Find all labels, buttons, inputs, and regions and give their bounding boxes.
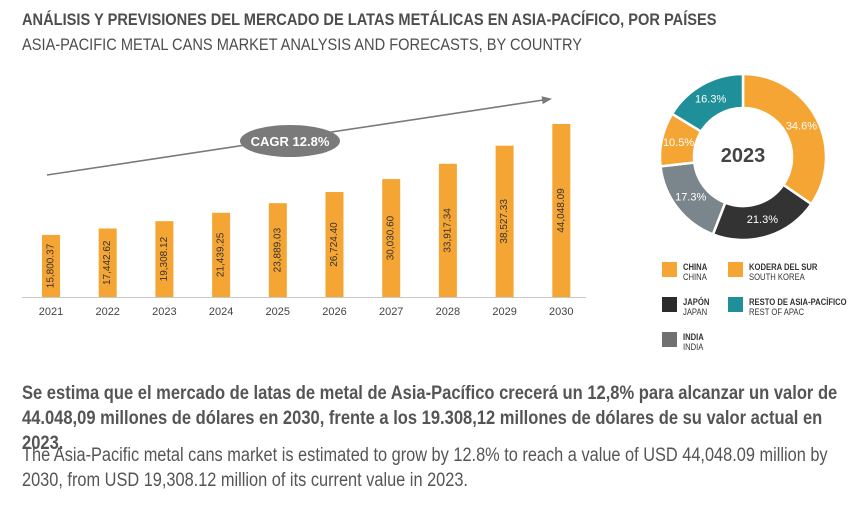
- bar-value-label: 17,442.62: [102, 240, 113, 285]
- legend-item-china: CHINA CHINA: [662, 262, 712, 282]
- bar-2025: [268, 203, 287, 297]
- donut-slice-label: 21.3%: [747, 214, 778, 226]
- donut-slice-south-korea: [741, 72, 828, 206]
- summary-spanish: Se estima que el mercado de latas de met…: [22, 383, 838, 454]
- legend-label-en: INDIA: [683, 342, 704, 352]
- bar-2029: [495, 145, 514, 297]
- bars-group: 15,800.37 2021 17,442.62 2022 19,308.12 2023 2…: [39, 124, 574, 318]
- legend-label-es: INDIA: [683, 332, 704, 342]
- legend-swatch-japan: [662, 297, 677, 312]
- legend-label-en: SOUTH KOREA: [749, 272, 805, 282]
- donut-slice-label: 16.3%: [695, 93, 726, 105]
- bar-2024: [212, 212, 231, 297]
- bar-2026: [325, 192, 344, 297]
- legend-label-en: REST OF APAC: [749, 307, 804, 317]
- donut-chart: 34.6% 21.3% 17.3% 10.5% 16.3% 2023: [658, 72, 828, 242]
- bar-2023: [155, 221, 174, 297]
- x-tick-label: 2030: [549, 306, 573, 318]
- legend-label-es: JAPÓN: [683, 297, 710, 307]
- legend-item-india: INDIA INDIA: [662, 332, 708, 352]
- x-tick-label: 2022: [95, 306, 119, 318]
- summary-english: The Asia-Pacific metal cans market is es…: [22, 445, 828, 491]
- x-tick-label: 2029: [492, 306, 516, 318]
- legend: CHINA CHINA KODERA DEL SUR SOUTH KOREA J…: [662, 262, 857, 362]
- bar-chart: CAGR 12.8% 15,800.37 2021 17,442.62 2022 19,…: [22, 96, 586, 318]
- x-tick-label: 2023: [152, 306, 176, 318]
- donut-slice-label: 34.6%: [786, 120, 817, 132]
- x-tick-label: 2028: [436, 306, 460, 318]
- bar-value-label: 23,889.03: [272, 227, 283, 272]
- donut-slice-japan: [711, 183, 814, 242]
- legend-swatch-india: [662, 332, 677, 347]
- legend-item-japan: JAPÓN JAPAN: [662, 297, 714, 317]
- x-tick-label: 2026: [322, 306, 346, 318]
- donut-slice-rest-of-apac: [670, 72, 745, 134]
- x-tick-label: 2021: [39, 306, 63, 318]
- bar-value-label: 33,917.34: [442, 208, 453, 253]
- x-tick-label: 2024: [209, 306, 233, 318]
- legend-label-es: CHINA: [683, 262, 708, 272]
- legend-swatch-rest-of-apac: [728, 297, 743, 312]
- bar-2021: [42, 234, 60, 297]
- legend-swatch-south-korea: [728, 262, 743, 277]
- donut-slices: 34.6% 21.3% 17.3% 10.5% 16.3%: [658, 72, 828, 242]
- bar-2028: [438, 163, 457, 297]
- bar-2030: [552, 124, 571, 297]
- x-tick-label: 2025: [266, 306, 290, 318]
- title-english: ASIA-PACIFIC METAL CANS MARKET ANALYSIS …: [22, 35, 583, 54]
- cagr-label: CAGR 12.8%: [251, 134, 330, 149]
- bar-value-label: 44,048.09: [556, 188, 567, 233]
- bar-value-label: 15,800.37: [46, 243, 57, 288]
- legend-item-rest-of-apac: RESTO DE ASIA-PACÍFICO REST OF APAC: [728, 297, 864, 317]
- legend-label-es: KODERA DEL SUR: [749, 262, 818, 272]
- bar-2022: [98, 228, 117, 297]
- legend-item-south-korea: KODERA DEL SUR SOUTH KOREA: [728, 262, 830, 282]
- bar-value-label: 38,527.33: [499, 199, 510, 244]
- legend-label-en: CHINA: [683, 272, 707, 282]
- legend-swatch-china: [662, 262, 677, 277]
- title-spanish: ANÁLISIS Y PREVISIONES DEL MERCADO DE LA…: [22, 10, 717, 29]
- bar-2027: [382, 179, 401, 297]
- bar-value-label: 26,724.40: [329, 222, 340, 267]
- cagr-badge: [240, 125, 340, 157]
- donut-slice-label: 10.5%: [663, 137, 694, 149]
- donut-center-label: 2023: [721, 145, 766, 167]
- bar-value-label: 19,308.12: [159, 236, 170, 281]
- bar-value-label: 30,030.60: [386, 215, 397, 260]
- donut-slice-label: 17.3%: [675, 191, 706, 203]
- bar-value-label: 21,439.25: [216, 232, 227, 277]
- legend-label-en: JAPAN: [683, 307, 708, 317]
- x-tick-label: 2027: [379, 306, 403, 318]
- legend-label-es: RESTO DE ASIA-PACÍFICO: [749, 297, 847, 307]
